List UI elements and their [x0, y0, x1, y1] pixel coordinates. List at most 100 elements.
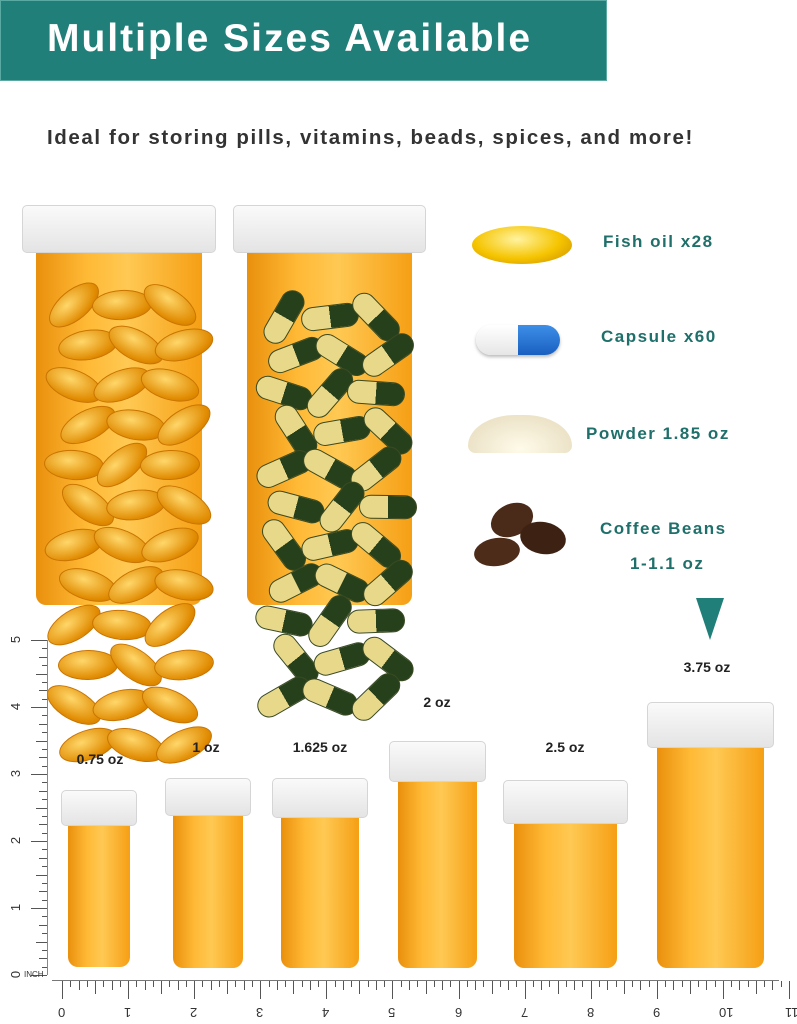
ruler-tick: [318, 981, 320, 987]
ruler-tick: [136, 981, 138, 987]
ruler-tick: [681, 981, 683, 987]
ruler-tick: [747, 981, 749, 987]
ruler-tick: [433, 981, 435, 987]
ruler-tick: [227, 981, 229, 994]
ruler-tick: [210, 981, 212, 990]
coffee-beans-icon: [470, 496, 570, 572]
ruler-tick: [243, 981, 245, 990]
ruler-tick: [764, 981, 766, 987]
banner-title: Multiple Sizes Available: [47, 17, 533, 60]
ruler-number: 5: [8, 635, 24, 644]
size-label: 1.625 oz: [292, 739, 348, 755]
ruler-number: 2: [8, 836, 24, 845]
ruler-number: 3: [256, 1005, 264, 1020]
ruler-tick: [656, 981, 658, 999]
ruler-tick: [177, 981, 179, 990]
ruler-tick: [334, 981, 336, 987]
ruler-tick: [39, 656, 47, 658]
ruler-tick: [161, 981, 163, 994]
ruler-tick: [31, 774, 47, 775]
ruler-tick: [36, 740, 47, 742]
ruler-tick: [582, 981, 584, 987]
ruler-tick: [755, 981, 757, 994]
ruler-tick: [218, 981, 220, 987]
ruler-tick: [598, 981, 600, 987]
size-label: 1 oz: [192, 739, 220, 755]
ruler-tick: [39, 757, 47, 759]
ruler-number: 1: [124, 1005, 132, 1020]
ruler-number: 0: [8, 970, 24, 979]
ruler-tick: [36, 673, 47, 675]
size-label: 2 oz: [423, 694, 451, 710]
ruler-tick: [31, 975, 47, 976]
ruler-tick: [202, 981, 204, 987]
item-label: Fish oil x28: [603, 232, 714, 251]
ruler-tick: [42, 748, 47, 750]
item-label: Powder 1.85 oz: [586, 424, 730, 443]
item-label-amount: 1-1.1 oz: [630, 554, 705, 573]
ruler-tick: [39, 723, 47, 725]
ruler-tick: [375, 981, 377, 990]
ruler-tick: [42, 882, 47, 884]
ruler-tick: [235, 981, 237, 987]
ruler-tick: [789, 981, 790, 999]
vertical-ruler: 0 1 2 3 4 5: [0, 636, 48, 979]
jar-capsules: [233, 205, 426, 726]
ruler-tick: [516, 981, 518, 987]
item-label: Capsule x60: [601, 327, 717, 346]
ruler-tick: [425, 981, 427, 994]
ruler-tick: [31, 841, 47, 842]
ruler-tick: [309, 981, 311, 990]
ruler-tick: [458, 981, 460, 999]
ruler-tick: [722, 981, 724, 999]
fish-oil-softgel-icon: [472, 226, 572, 264]
ruler-tick: [42, 665, 47, 667]
ruler-tick: [39, 857, 47, 859]
ruler-tick: [86, 981, 88, 987]
ruler-number: 0: [58, 1005, 66, 1020]
ruler-tick: [42, 949, 47, 951]
ruler-tick: [665, 981, 667, 987]
ruler-tick: [557, 981, 559, 994]
jar-0-75-oz: [61, 790, 137, 967]
ruler-tick: [42, 698, 47, 700]
ruler-tick: [689, 981, 691, 994]
ruler-tick: [39, 824, 47, 826]
ruler-tick: [95, 981, 97, 994]
ruler-tick: [632, 981, 634, 987]
ruler-tick: [408, 981, 410, 990]
ruler-tick: [128, 981, 130, 999]
jar-2-5-oz: [503, 780, 628, 968]
ruler-tick: [39, 891, 47, 893]
ruler-tick: [42, 916, 47, 918]
ruler-tick: [252, 981, 253, 987]
ruler-tick: [565, 981, 567, 987]
ruler-tick: [70, 981, 72, 987]
size-label: 0.75 oz: [76, 751, 124, 767]
ruler-tick: [491, 981, 493, 994]
capsule: [358, 494, 418, 520]
ruler-number: 1: [8, 903, 24, 912]
ruler-tick: [483, 981, 485, 987]
softgel: [136, 679, 204, 731]
ruler-number: 2: [190, 1005, 198, 1020]
ruler-tick: [39, 924, 47, 926]
ruler-tick: [39, 690, 47, 692]
ruler-tick: [673, 981, 675, 990]
jar-1-625-oz: [272, 778, 368, 968]
ruler-tick: [42, 933, 47, 935]
ruler-tick: [574, 981, 576, 990]
ruler-tick: [42, 815, 47, 817]
jar-3-75-oz: [647, 702, 774, 968]
ruler-number: 4: [322, 1005, 330, 1020]
ruler-tick: [42, 765, 47, 767]
ruler-tick: [615, 981, 617, 987]
jar-1-oz: [165, 778, 251, 968]
ruler-tick: [42, 866, 47, 868]
ruler-tick: [144, 981, 146, 990]
ruler-tick: [499, 981, 501, 987]
ruler-tick: [442, 981, 444, 990]
ruler-tick: [62, 981, 63, 999]
ruler-tick: [706, 981, 708, 990]
subtitle: Ideal for storing pills, vitamins, beads…: [47, 126, 694, 149]
